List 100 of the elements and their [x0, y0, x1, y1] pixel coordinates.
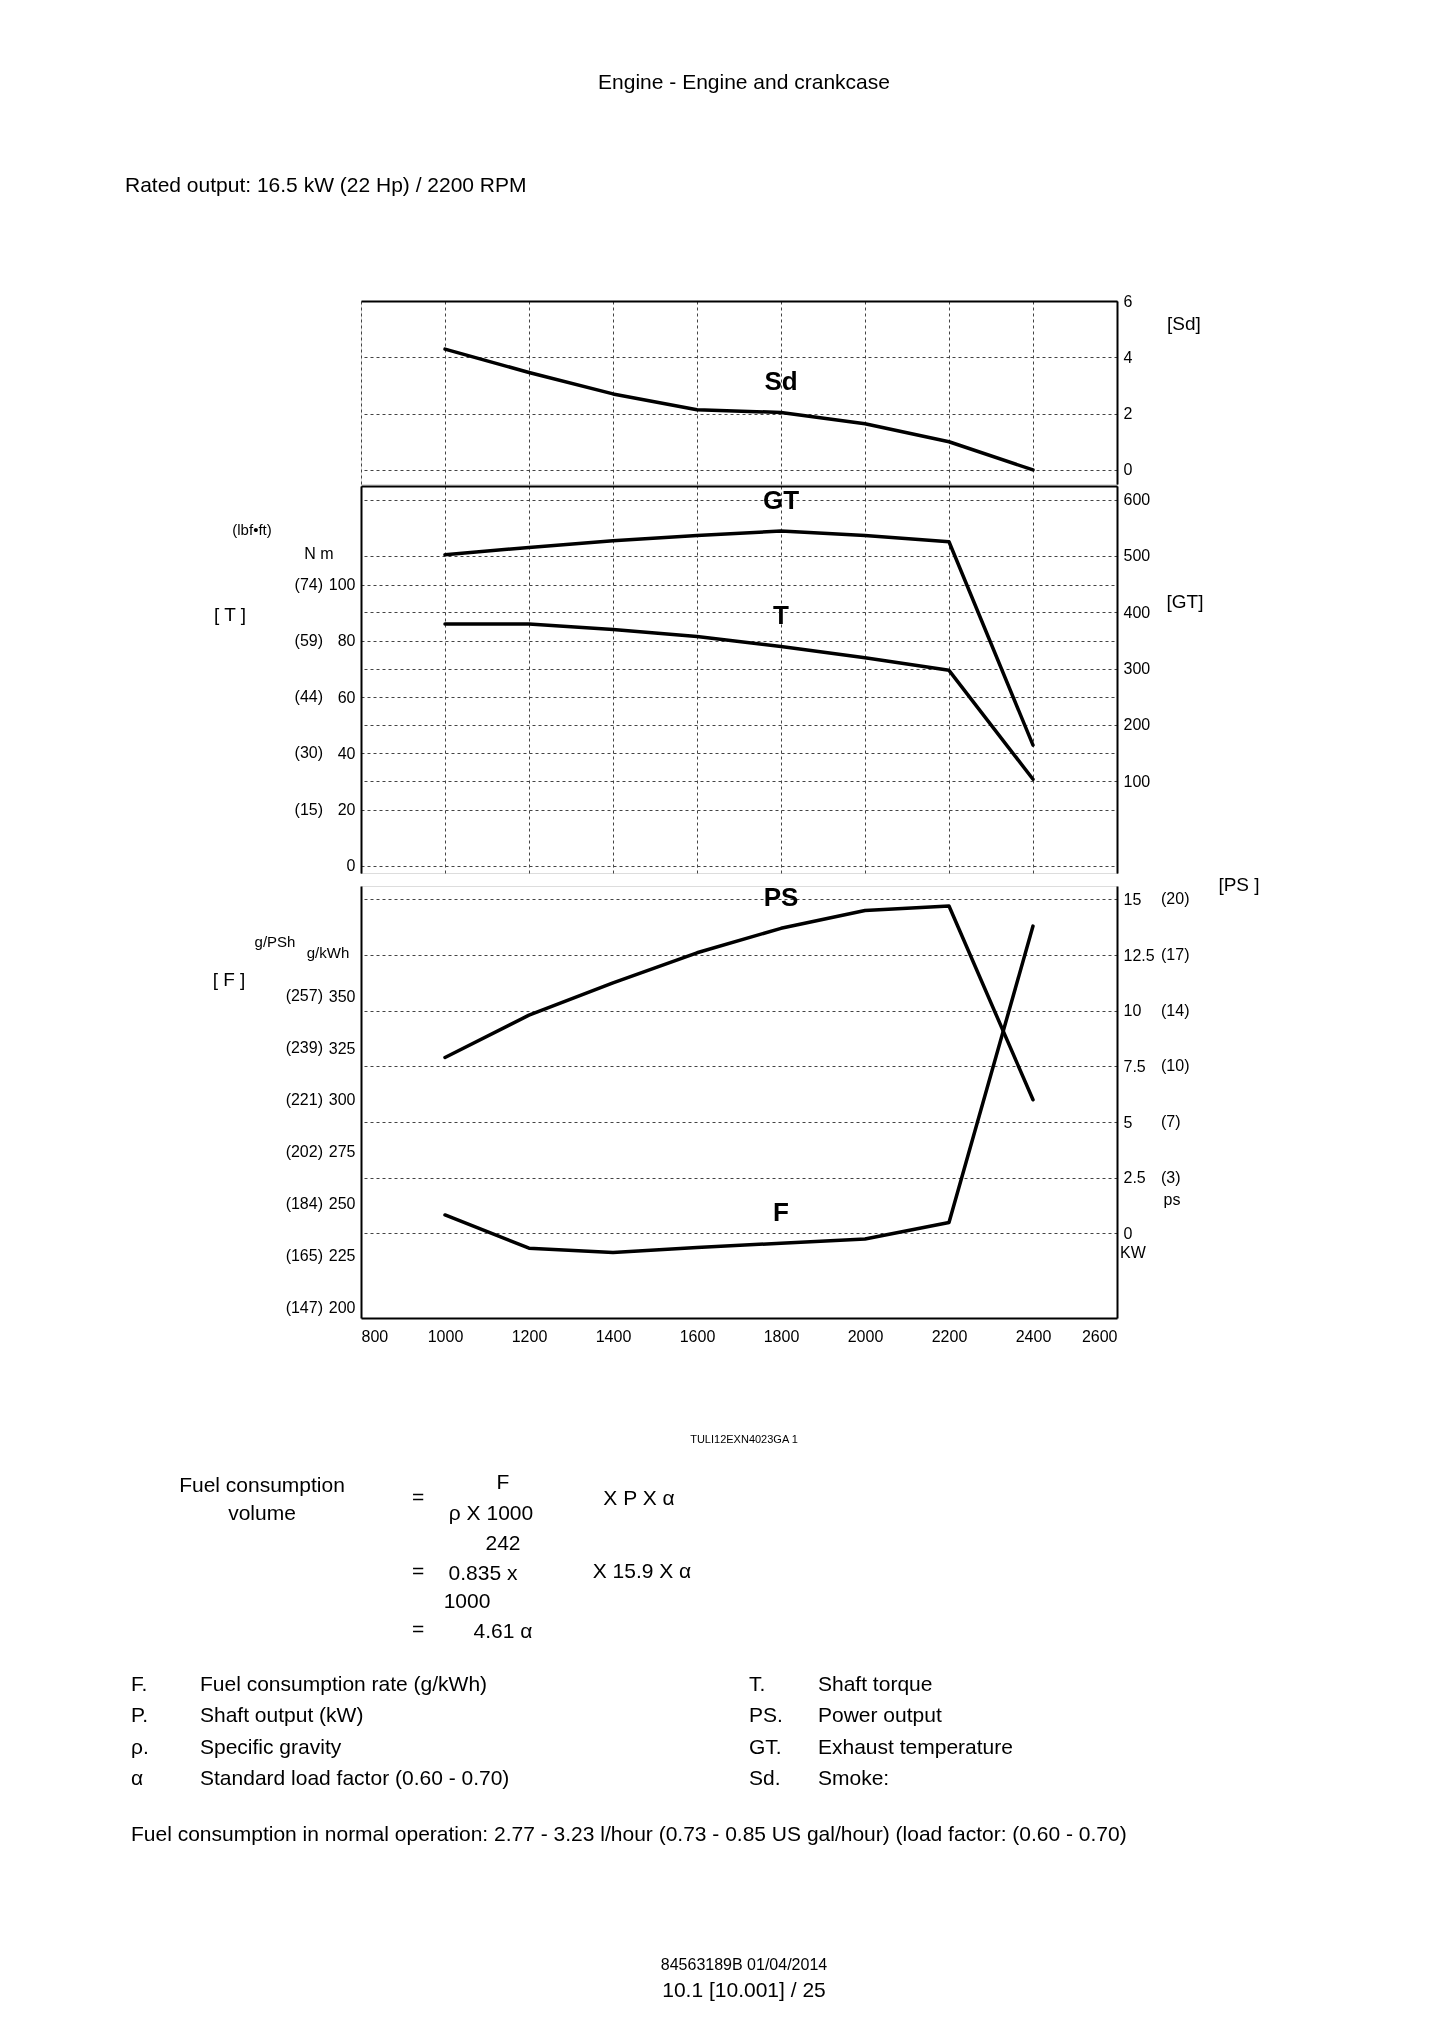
text: GT.: [749, 1735, 782, 1758]
text: (30): [294, 744, 323, 762]
text: (59): [294, 631, 323, 649]
text: Fuel consumption in normal operation: 2.77 - 3.23 l/hour (0.73 - 0.85 US gal/hour) (load factor: (0.60 - 0.70): [131, 1822, 1127, 1845]
text: (7): [1161, 1113, 1181, 1131]
y-tick-label: 60: [337, 688, 356, 706]
y-tick-label: 20: [337, 801, 356, 819]
text: Shaft torque: [818, 1672, 933, 1695]
y2-tick-label: 500: [1123, 547, 1151, 565]
x-tick-label: 1600: [679, 1327, 716, 1345]
x-tick-label: 2200: [931, 1327, 968, 1345]
y-axis-title: [ F ]: [212, 969, 246, 990]
line-series: [443, 622, 1035, 782]
text: 84563189B 01/04/2014: [660, 1956, 828, 1973]
series-label: T: [773, 600, 790, 631]
y2-tick-label: 400: [1123, 603, 1151, 621]
y-tick-label: 40: [337, 744, 356, 762]
y2-tick-label: 2.5: [1123, 1169, 1146, 1187]
y2-tick-label: 12.5: [1123, 946, 1155, 964]
text: 1000: [443, 1589, 491, 1612]
x-tick-label: 2400: [1015, 1327, 1052, 1345]
x-tick-label: 1200: [511, 1327, 548, 1345]
text: volume: [228, 1501, 296, 1524]
text: (3): [1161, 1168, 1181, 1186]
text: g/kWh: [306, 944, 350, 961]
text: T.: [749, 1672, 766, 1695]
text: PS.: [749, 1703, 783, 1726]
x-tick-label: 800: [361, 1327, 389, 1345]
y-tick-label: 80: [337, 632, 356, 650]
text: (165): [285, 1246, 323, 1264]
y-tick-label: 200: [328, 1299, 356, 1317]
series-label: F: [773, 1197, 789, 1228]
line-series: [443, 529, 1035, 747]
x-tick-label: 2000: [847, 1327, 884, 1345]
y-tick-label: 275: [328, 1143, 356, 1161]
text: (17): [1161, 946, 1190, 964]
text: (239): [285, 1039, 323, 1056]
text: (20): [1161, 890, 1190, 908]
text: TULI12EXN4023GA 1: [690, 1433, 798, 1445]
text: KW: [1120, 1244, 1147, 1261]
text: 242: [485, 1531, 521, 1554]
text: N m: [304, 545, 334, 562]
text: Standard load factor (0.60 - 0.70): [200, 1766, 510, 1789]
text: =: [411, 1559, 425, 1582]
y-tick-label: 4: [1123, 348, 1133, 366]
y-tick-label: 350: [328, 987, 356, 1005]
series-label: GT: [762, 485, 800, 516]
text: (202): [285, 1142, 323, 1160]
text: =: [411, 1617, 425, 1640]
text: g/PSh: [254, 933, 296, 950]
text: Sd.: [749, 1766, 781, 1789]
text: ps: [1163, 1191, 1181, 1208]
y-tick-label: 100: [328, 576, 356, 594]
text: ρ.: [131, 1735, 149, 1758]
y-tick-label: 6: [1123, 292, 1133, 310]
y-tick-label: 300: [328, 1091, 356, 1109]
text: (14): [1161, 1001, 1190, 1019]
text: α: [131, 1766, 144, 1789]
y-tick-label: 2: [1123, 405, 1133, 423]
text: (147): [285, 1298, 323, 1316]
chart-title: Engine - Engine and crankcase: [598, 70, 890, 93]
text: (10): [1161, 1057, 1190, 1075]
text: (74): [294, 575, 323, 593]
y-tick-label: 0: [346, 857, 356, 875]
y-axis-title: [ T ]: [213, 604, 247, 625]
y-axis-title: [Sd]: [1167, 313, 1201, 334]
y-tick-label: 325: [328, 1039, 356, 1057]
y2-tick-label: 5: [1123, 1113, 1133, 1131]
series-label: Sd: [764, 366, 798, 397]
y2-tick-label: 7.5: [1123, 1057, 1146, 1075]
y-tick-label: 0: [1123, 461, 1133, 479]
y2-tick-label: 600: [1123, 491, 1151, 509]
y2-tick-label: 15: [1123, 890, 1142, 908]
y2-axis-title: [PS ]: [1218, 874, 1260, 895]
text: F.: [131, 1672, 148, 1695]
text: Fuel consumption: [179, 1473, 345, 1496]
line-series: [443, 347, 1035, 472]
text: Smoke:: [818, 1766, 890, 1789]
y-tick-label: 225: [328, 1247, 356, 1265]
y2-tick-label: 10: [1123, 1002, 1142, 1020]
x-tick-label: 1800: [763, 1327, 800, 1345]
text: 0.835 x: [448, 1561, 518, 1584]
text: X 15.9 X α: [592, 1559, 692, 1582]
text: (44): [294, 688, 323, 706]
text: 4.61 α: [473, 1619, 533, 1642]
series-label: PS: [763, 882, 799, 913]
text: (184): [285, 1194, 323, 1212]
text: (221): [285, 1090, 323, 1108]
text: (lbf•ft): [232, 521, 272, 538]
x-tick-label: 1000: [427, 1327, 464, 1345]
y2-axis-title: [GT]: [1166, 591, 1204, 612]
text: Exhaust temperature: [818, 1735, 1013, 1758]
chart-subtitle: Rated output: 16.5 kW (22 Hp) / 2200 RPM: [125, 173, 527, 196]
text: (15): [294, 800, 323, 818]
text: Shaft output (kW): [200, 1703, 364, 1726]
text: X P X α: [603, 1486, 675, 1509]
text: P.: [131, 1703, 149, 1726]
text: (257): [285, 987, 323, 1005]
text: Power output: [818, 1703, 942, 1726]
text: Specific gravity: [200, 1735, 342, 1758]
